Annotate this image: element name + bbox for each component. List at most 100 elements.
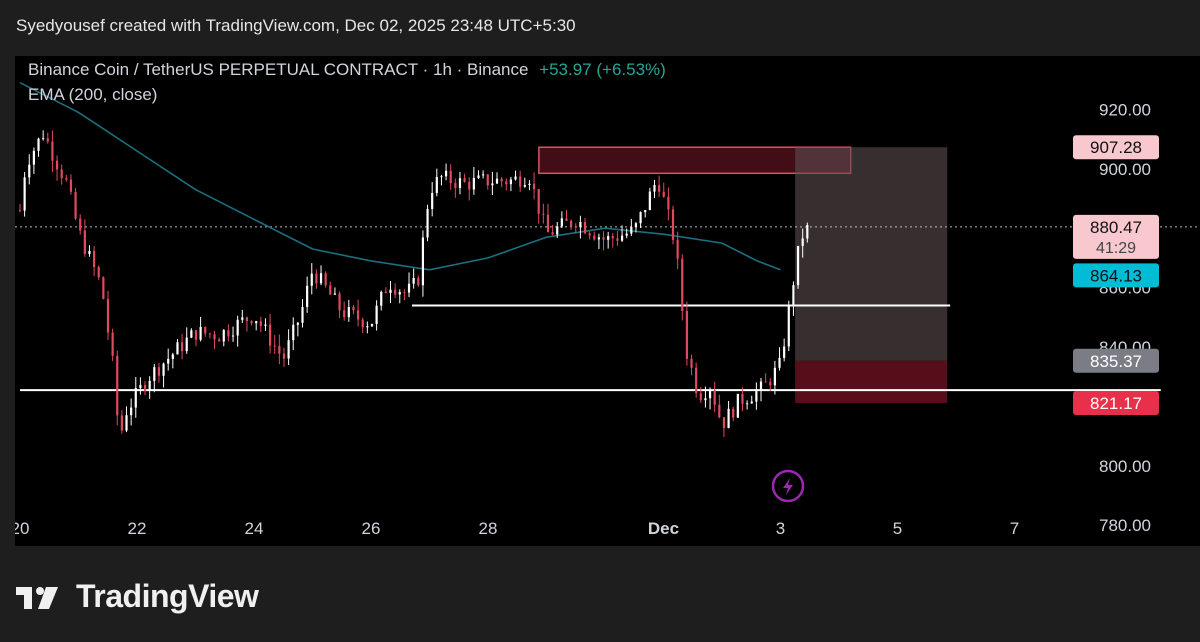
candle-body (519, 176, 522, 187)
y-tick-label: 920.00 (1099, 100, 1151, 119)
symbol-legend[interactable]: Binance Coin / TetherUS PERPETUAL CONTRA… (28, 60, 666, 80)
stop-zone (795, 360, 948, 403)
candle-body (398, 292, 401, 295)
candle-body (532, 183, 536, 190)
candle-body (426, 208, 429, 238)
candle-body (194, 330, 198, 340)
candle-body (653, 185, 656, 192)
price-label-text: 880.47 (1090, 218, 1142, 237)
candle-body (574, 226, 577, 228)
candle-body (708, 390, 712, 399)
x-tick-label: 28 (479, 519, 498, 538)
candle-body (500, 178, 503, 182)
price-label-text: 864.13 (1090, 266, 1142, 285)
candle-body (482, 174, 485, 176)
candle-body (306, 285, 309, 307)
chart-panel[interactable]: 920.00900.00880.00860.00840.00820.00800.… (15, 56, 1200, 546)
candle-body (333, 293, 337, 295)
candle-body (106, 298, 110, 333)
candle-body (55, 160, 59, 170)
target-zone (795, 147, 948, 361)
candle-body (634, 223, 638, 228)
candle-body (713, 390, 716, 405)
candle-body (287, 340, 290, 359)
candle-body (37, 138, 40, 151)
candle-body (528, 183, 531, 186)
candle-body (718, 404, 721, 418)
candle-body (292, 324, 295, 341)
price-chart[interactable]: 920.00900.00880.00860.00840.00820.00800.… (15, 56, 1200, 546)
candle-body (454, 183, 457, 189)
x-tick-label: 3 (776, 519, 785, 538)
candle-body (245, 317, 249, 322)
candle-body (88, 250, 91, 254)
candle-body (783, 346, 786, 358)
candle-body (755, 390, 758, 402)
y-tick-label: 800.00 (1099, 457, 1151, 476)
candle-body (565, 218, 568, 221)
price-label-text: 821.17 (1090, 394, 1142, 413)
candle-body (486, 174, 489, 186)
tradingview-logo-icon (16, 586, 58, 609)
candle-body (463, 178, 466, 182)
candle-body (83, 230, 86, 254)
symbol-title: Binance Coin / TetherUS PERPETUAL CONTRA… (28, 60, 529, 79)
candle-body (185, 337, 188, 352)
candle-body (620, 235, 624, 241)
candle-body (296, 322, 299, 325)
candle-body (176, 342, 179, 355)
candle-body (491, 183, 494, 186)
candle-body (329, 285, 332, 295)
candle-body (704, 398, 707, 401)
price-label-box (1073, 214, 1159, 259)
candle-body (301, 306, 304, 323)
candle-body (579, 222, 582, 228)
candle-body (607, 236, 610, 240)
candle-body (375, 305, 378, 324)
x-tick-label: Dec (648, 519, 679, 538)
candle-body (46, 138, 49, 142)
brand-name: TradingView (76, 578, 259, 614)
candle-body (218, 339, 221, 342)
candle-body (644, 210, 647, 213)
candle-body (699, 393, 702, 401)
candle-body (764, 381, 767, 383)
x-tick-label: 20 (15, 519, 29, 538)
candle-body (417, 277, 420, 286)
price-change: +53.97 (+6.53%) (539, 60, 666, 79)
footer: TradingView (16, 578, 259, 615)
candle-body (546, 214, 550, 233)
candle-body (264, 324, 267, 326)
candle-body (639, 212, 642, 224)
candle-body (171, 354, 174, 359)
price-label-box (1073, 390, 1159, 415)
candle-body (509, 179, 513, 185)
candle-body (167, 358, 170, 364)
indicator-legend[interactable]: EMA (200, close) (28, 85, 158, 104)
candle-body (431, 192, 434, 209)
candle-body (315, 273, 318, 284)
candle-body (588, 233, 591, 236)
candle-body (319, 273, 323, 284)
candle-body (759, 381, 763, 391)
candle-body (338, 293, 341, 311)
candle-body (356, 310, 360, 320)
candle-body (389, 289, 392, 293)
candle-body (268, 324, 272, 346)
candle-body (630, 227, 633, 234)
candle-body (722, 417, 726, 429)
candle-body (750, 401, 753, 404)
candle-body (60, 169, 63, 179)
candle-body (732, 408, 735, 418)
candle-body (741, 393, 744, 404)
candle-body (727, 408, 730, 429)
candle-body (79, 218, 82, 231)
candle-body (597, 237, 601, 240)
countdown-text: 41:29 (1096, 240, 1136, 257)
candle-body (157, 367, 161, 376)
candle-body (384, 291, 387, 293)
lightning-icon[interactable] (771, 469, 805, 503)
candle-body (806, 225, 809, 239)
candle-body (134, 388, 137, 408)
candle-body (255, 321, 258, 324)
